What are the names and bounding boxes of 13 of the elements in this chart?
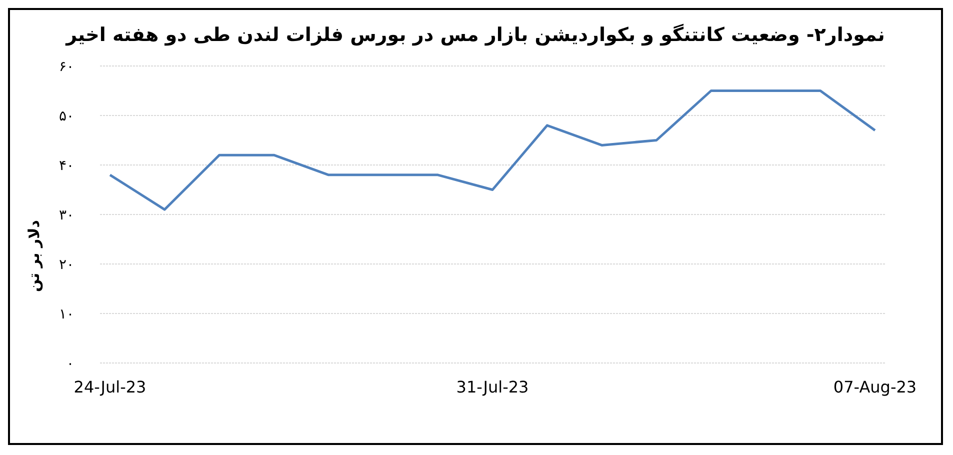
line-series (108, 90, 876, 211)
y-tick-label: ۶۰ (58, 58, 74, 75)
y-tick-label: ۲۰ (58, 256, 74, 273)
x-tick-label: 31-Jul-23 (456, 377, 529, 396)
x-tick-label: 24-Jul-23 (74, 377, 146, 396)
y-axis-title: دلار بر تن (25, 220, 43, 292)
x-tick-label: 07-Aug-23 (833, 377, 917, 396)
y-tick-label: ۵۰ (58, 108, 74, 124)
y-tick-label: ۳۰ (58, 207, 74, 224)
y-tick-label: ۰ (66, 356, 74, 372)
chart-title: نمودار۲- وضعیت کانتنگو و بکواردیشن بازار مس در بورس فلزات لندن طی دو هفته اخیر (64, 24, 886, 46)
y-tick-label: ۱۰ (58, 306, 74, 322)
y-tick-label: ۴۰ (58, 158, 74, 174)
